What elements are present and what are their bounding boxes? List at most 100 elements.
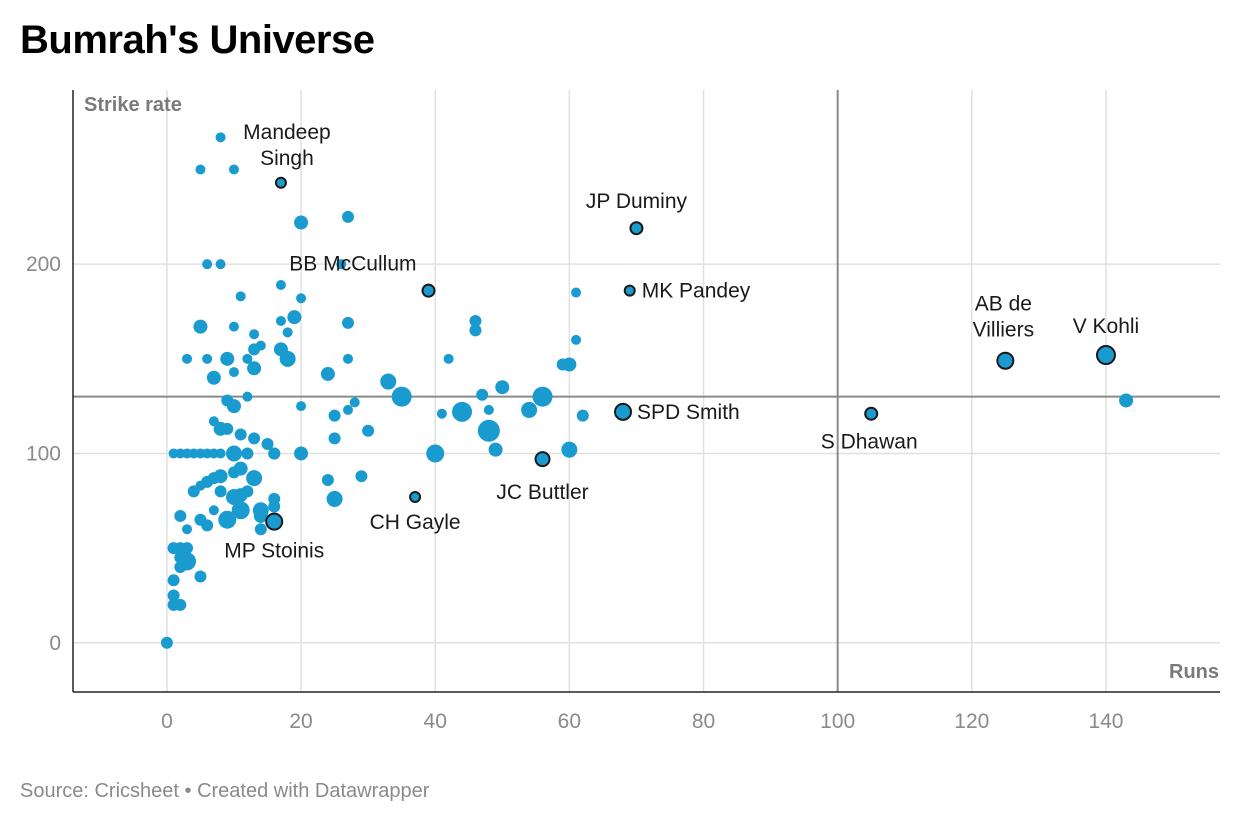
highlighted-point — [265, 512, 284, 531]
data-point — [241, 485, 254, 498]
data-point — [452, 401, 473, 422]
data-point — [249, 329, 260, 340]
point-label: JC Buttler — [496, 481, 588, 504]
point-label: BB McCullum — [289, 253, 416, 276]
data-point — [294, 215, 309, 230]
data-point — [167, 589, 180, 602]
data-point — [328, 409, 341, 422]
data-point — [320, 366, 335, 381]
data-point — [287, 310, 302, 325]
x-tick-label: 0 — [161, 710, 173, 733]
data-point — [282, 327, 293, 338]
data-point — [268, 500, 281, 513]
data-point — [275, 315, 286, 326]
point-label: V Kohli — [1073, 315, 1140, 338]
data-point — [321, 473, 334, 486]
data-point — [174, 509, 187, 522]
data-point — [215, 132, 226, 143]
highlighted-point — [629, 221, 644, 236]
data-point — [342, 316, 355, 329]
data-point — [235, 291, 246, 302]
data-point — [296, 293, 307, 304]
data-point — [495, 380, 510, 395]
data-point — [181, 542, 194, 555]
x-tick-label: 60 — [558, 710, 581, 733]
data-point — [213, 469, 228, 484]
data-point — [268, 447, 281, 460]
x-tick-label: 140 — [1088, 710, 1123, 733]
data-point — [391, 386, 412, 407]
data-point — [571, 334, 582, 345]
data-point — [242, 391, 253, 402]
highlighted-point — [1095, 345, 1116, 366]
data-point — [571, 287, 582, 298]
point-label: CH Gayle — [370, 511, 461, 534]
data-point — [226, 399, 241, 414]
data-point — [218, 510, 237, 529]
y-tick-label: 0 — [49, 632, 61, 655]
y-axis-title: Strike rate — [84, 94, 182, 116]
data-point — [195, 164, 206, 175]
data-point — [247, 361, 262, 376]
source-footer: Source: Cricsheet • Created with Datawra… — [20, 780, 430, 802]
data-point — [343, 404, 354, 415]
data-point — [253, 508, 268, 523]
data-point — [248, 432, 261, 445]
point-label: MK Pandey — [642, 280, 751, 303]
point-label: MP Stoinis — [224, 540, 324, 563]
data-point — [328, 432, 341, 445]
data-point — [477, 419, 500, 442]
point-label: SPD Smith — [637, 401, 740, 424]
data-point — [241, 447, 254, 460]
data-point — [201, 519, 214, 532]
highlighted-point — [623, 284, 636, 297]
data-point — [174, 551, 187, 564]
data-point — [521, 401, 538, 418]
data-point — [426, 444, 445, 463]
gridlines — [73, 90, 1220, 692]
x-tick-label: 40 — [424, 710, 447, 733]
data-point — [1119, 393, 1134, 408]
data-point — [275, 279, 286, 290]
highlighted-point — [864, 406, 879, 421]
data-point — [296, 401, 307, 412]
data-point — [220, 351, 235, 366]
data-point — [202, 353, 213, 364]
data-point — [349, 397, 360, 408]
data-point — [167, 574, 180, 587]
x-tick-label: 20 — [289, 710, 312, 733]
data-point — [193, 319, 208, 334]
data-point — [561, 441, 578, 458]
point-label: JP Duminy — [586, 190, 688, 213]
data-point — [233, 461, 248, 476]
data-point — [231, 501, 250, 520]
point-annotations: Mandeep Singh JP Duminy BB McCullum MK Pande… — [224, 121, 1139, 563]
data-point — [228, 367, 239, 378]
data-point — [380, 373, 397, 390]
data-point — [343, 353, 354, 364]
data-point — [228, 321, 239, 332]
highlighted-point — [421, 283, 436, 298]
data-point — [202, 259, 213, 270]
data-point — [182, 353, 193, 364]
data-point — [562, 357, 577, 372]
data-point — [208, 505, 219, 516]
highlighted-point — [274, 176, 287, 189]
data-point — [194, 570, 207, 583]
x-tick-label: 100 — [820, 710, 855, 733]
data-point — [488, 442, 503, 457]
data-points — [160, 132, 1134, 649]
data-point — [255, 340, 266, 351]
data-point — [342, 210, 355, 223]
tick-labels: 0 20 40 60 80 100 120 140 0 100 200 — [26, 253, 1124, 733]
highlighted-points — [265, 176, 1116, 531]
data-point — [326, 490, 343, 507]
point-label: Mandeep Singh — [243, 121, 331, 170]
reference-lines — [73, 90, 1220, 692]
data-point — [532, 386, 553, 407]
data-point — [469, 324, 482, 337]
data-point — [476, 388, 489, 401]
data-point — [206, 370, 221, 385]
highlighted-point — [534, 451, 551, 468]
